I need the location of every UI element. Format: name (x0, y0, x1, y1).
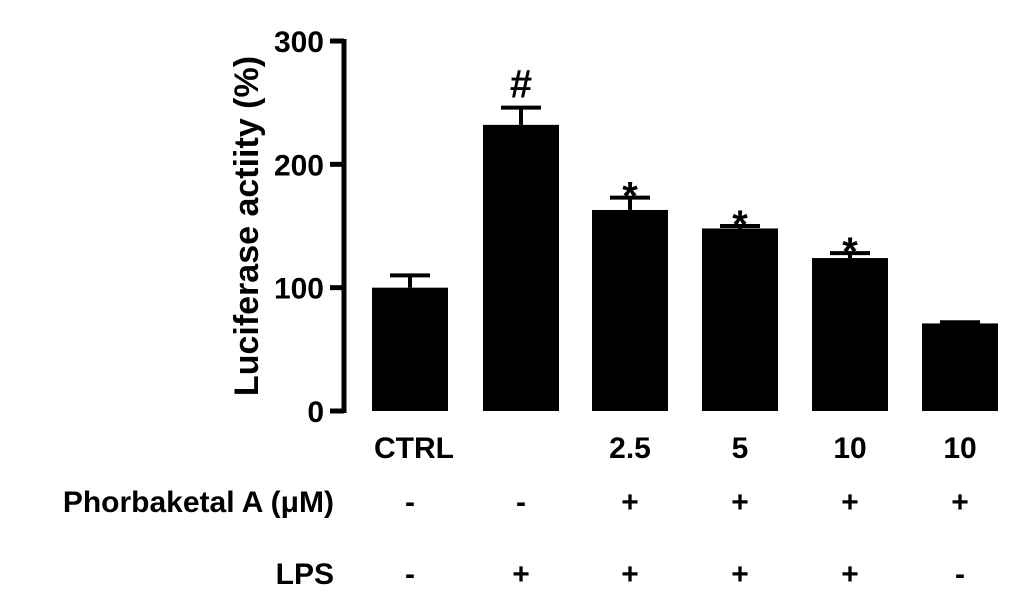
significance-marker: * (842, 230, 858, 274)
bar (812, 258, 888, 411)
condition-sign: + (731, 558, 749, 591)
condition-label: Phorbaketal A (μM) (63, 486, 334, 519)
x-category-label: 10 (943, 432, 976, 465)
bar (702, 228, 778, 411)
y-tick-label: 300 (274, 26, 324, 59)
condition-sign: + (621, 558, 639, 591)
condition-label: LPS (276, 558, 334, 591)
y-axis-label: Luciferase actiity (%) (228, 56, 266, 396)
y-axis: 0 100 200 300 (274, 26, 347, 429)
condition-sign: + (512, 558, 530, 591)
bar (372, 287, 448, 411)
condition-sign: + (731, 486, 749, 519)
condition-table: Phorbaketal A (μM) - - + + + + LPS - + + + + - (63, 486, 969, 591)
error-bars (390, 105, 980, 325)
significance-marker: * (732, 203, 748, 247)
significance-annotations: # * * * (510, 63, 858, 275)
condition-sign: + (841, 558, 859, 591)
significance-marker: # (510, 63, 532, 107)
x-category-label: 5 (732, 432, 749, 465)
significance-marker: * (622, 175, 638, 219)
x-category-label: 10 (833, 432, 866, 465)
x-category-label: CTRL (374, 432, 454, 465)
condition-sign: + (841, 486, 859, 519)
y-tick-label: 200 (274, 149, 324, 182)
y-tick-label: 100 (274, 273, 324, 306)
bar (922, 323, 998, 411)
category-labels: CTRL 2.5 5 10 10 (374, 432, 977, 465)
condition-sign: - (405, 486, 415, 519)
condition-sign: - (516, 486, 526, 519)
bar (483, 124, 559, 411)
x-category-label: 2.5 (609, 432, 651, 465)
bars (372, 124, 998, 411)
condition-sign: - (955, 558, 965, 591)
condition-sign: + (951, 486, 969, 519)
condition-sign: - (405, 558, 415, 591)
bar (592, 209, 668, 411)
condition-sign: + (621, 486, 639, 519)
y-tick-label: 0 (307, 396, 324, 429)
